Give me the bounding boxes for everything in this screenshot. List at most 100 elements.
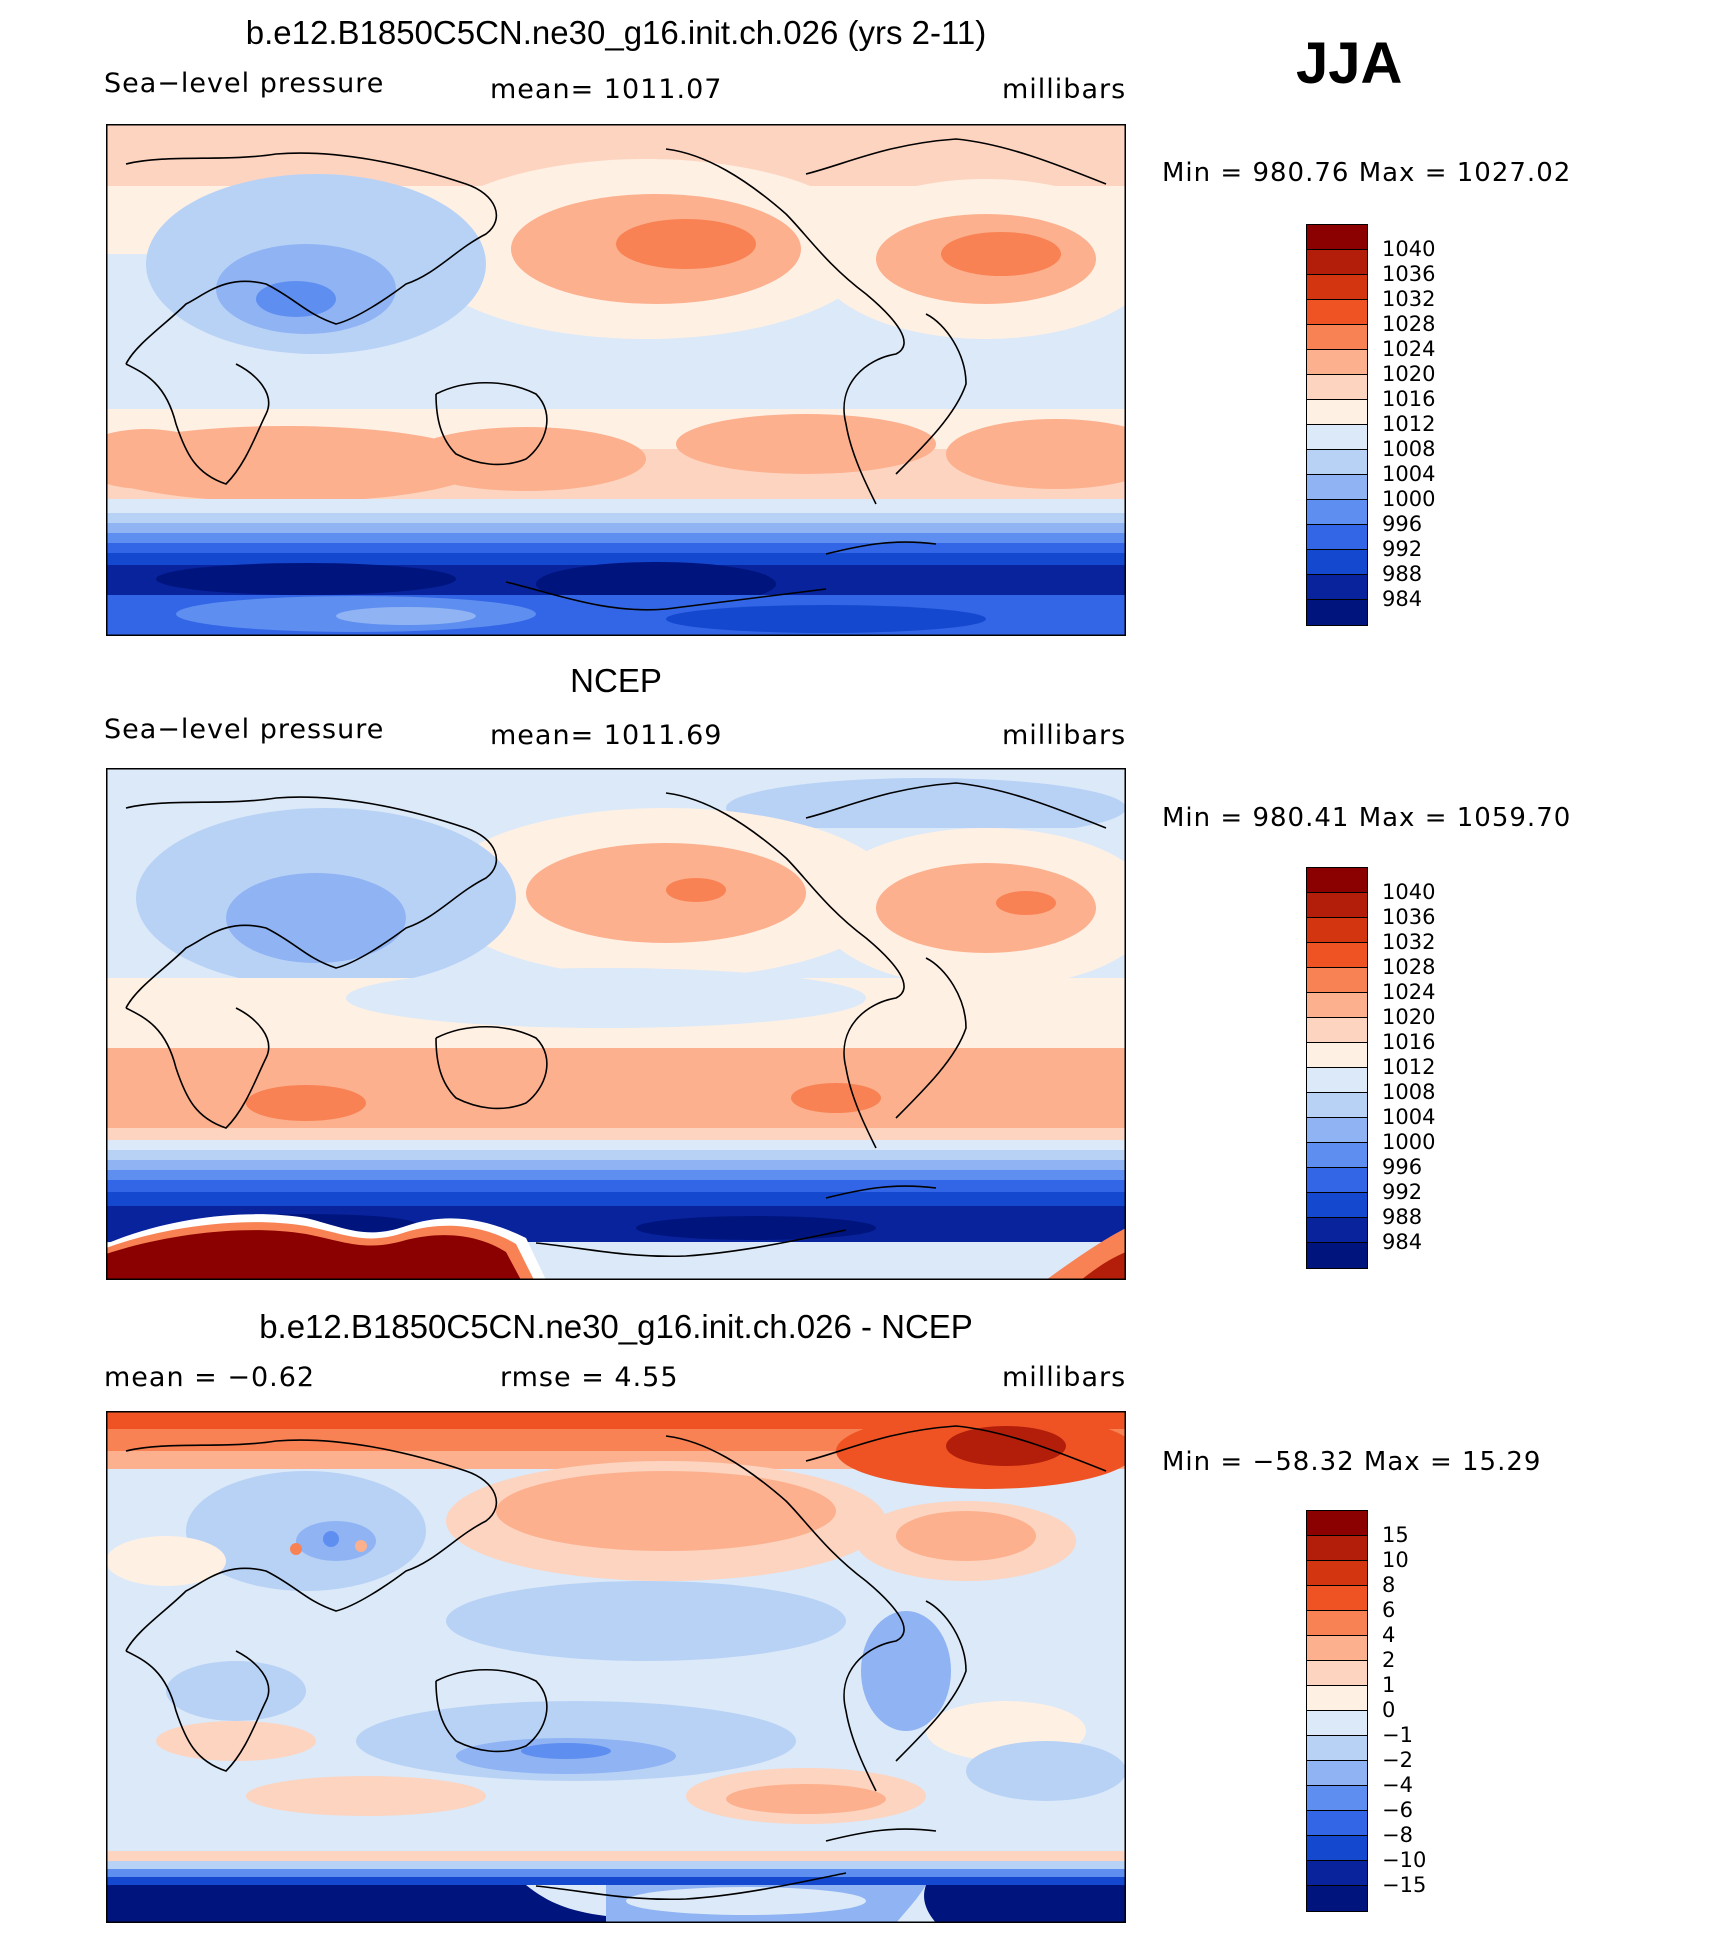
colorbar-tick-label: 4 (1382, 1623, 1396, 1647)
colorbar-tick-label: 996 (1382, 1155, 1423, 1179)
colorbar-tick-label: 15 (1382, 1523, 1409, 1547)
panel2-colorbar (1306, 867, 1368, 1269)
colorbar-box (1306, 1218, 1368, 1243)
colorbar-box (1306, 893, 1368, 918)
colorbar-tick-label: 1 (1382, 1673, 1396, 1697)
colorbar-tick-label: −6 (1382, 1798, 1413, 1822)
colorbar-tick-label: 1040 (1382, 237, 1436, 261)
colorbar-box (1306, 1661, 1368, 1686)
colorbar-box (1306, 1811, 1368, 1836)
colorbar-tick-label: 992 (1382, 537, 1423, 561)
colorbar-box (1306, 1043, 1368, 1068)
colorbar-box (1306, 400, 1368, 425)
panel2-map (106, 768, 1126, 1280)
colorbar-tick-label: 1032 (1382, 287, 1436, 311)
colorbar-box (1306, 993, 1368, 1018)
colorbar-box (1306, 1636, 1368, 1661)
colorbar-box (1306, 1536, 1368, 1561)
colorbar-box (1306, 1093, 1368, 1118)
colorbar-box (1306, 450, 1368, 475)
colorbar-tick-label: 0 (1382, 1698, 1396, 1722)
colorbar-box (1306, 1761, 1368, 1786)
colorbar-box (1306, 968, 1368, 993)
colorbar-tick-label: 1004 (1382, 462, 1436, 486)
colorbar-box (1306, 1243, 1368, 1269)
colorbar-tick-label: 1016 (1382, 387, 1436, 411)
colorbar-box (1306, 1510, 1368, 1536)
colorbar-box (1306, 1143, 1368, 1168)
colorbar-tick-label: −4 (1382, 1773, 1413, 1797)
colorbar-tick-label: 1016 (1382, 1030, 1436, 1054)
colorbar-tick-label: 1028 (1382, 955, 1436, 979)
colorbar-box (1306, 1886, 1368, 1912)
panel2-right-label: millibars (1002, 720, 1127, 751)
colorbar-tick-label: 988 (1382, 1205, 1423, 1229)
colorbar-box (1306, 867, 1368, 893)
colorbar-box (1306, 425, 1368, 450)
colorbar-box (1306, 1018, 1368, 1043)
colorbar-box (1306, 1193, 1368, 1218)
panel1-colorbar-labels: 1040 1036 1032 1028 1024 1020 1016 1012 … (1382, 237, 1435, 612)
panel1-colorbar (1306, 224, 1368, 626)
panel1-map (106, 124, 1126, 636)
colorbar-tick-label: 1012 (1382, 1055, 1436, 1079)
colorbar-box (1306, 525, 1368, 550)
colorbar-box (1306, 550, 1368, 575)
colorbar-box (1306, 275, 1368, 300)
colorbar-tick-label: 6 (1382, 1598, 1396, 1622)
colorbar-tick-label: −1 (1382, 1723, 1413, 1747)
panel3-center-label: rmse = 4.55 (500, 1362, 679, 1393)
panel1-minmax: Min = 980.76 Max = 1027.02 (1162, 158, 1572, 188)
panel3-colorbar-labels: 15 10 8 6 4 2 1 0 −1 −2 −4 −6 −8 −10 −15 (1382, 1523, 1426, 1898)
colorbar-box (1306, 475, 1368, 500)
panel2-colorbar-labels: 1040 1036 1032 1028 1024 1020 1016 1012 … (1382, 880, 1435, 1255)
colorbar-box (1306, 1736, 1368, 1761)
colorbar-tick-label: 1020 (1382, 1005, 1436, 1029)
colorbar-box (1306, 918, 1368, 943)
colorbar-box (1306, 500, 1368, 525)
colorbar-box (1306, 600, 1368, 626)
colorbar-tick-label: −10 (1382, 1848, 1427, 1872)
colorbar-tick-label: 1004 (1382, 1105, 1436, 1129)
panel3-title: b.e12.B1850C5CN.ne30_g16.init.ch.026 - N… (259, 1308, 973, 1345)
colorbar-tick-label: 1008 (1382, 1080, 1436, 1104)
panel2-left-label: Sea−level pressure (104, 714, 385, 745)
colorbar-tick-label: 1036 (1382, 905, 1436, 929)
panel1-center-label: mean= 1011.07 (490, 74, 723, 105)
colorbar-box (1306, 375, 1368, 400)
colorbar-tick-label: 1024 (1382, 337, 1436, 361)
colorbar-tick-label: 1036 (1382, 262, 1436, 286)
colorbar-tick-label: 2 (1382, 1648, 1396, 1672)
colorbar-box (1306, 1168, 1368, 1193)
colorbar-box (1306, 1786, 1368, 1811)
panel3-right-label: millibars (1002, 1362, 1127, 1393)
colorbar-box (1306, 1561, 1368, 1586)
colorbar-tick-label: 1012 (1382, 412, 1436, 436)
colorbar-box (1306, 1686, 1368, 1711)
colorbar-box (1306, 1611, 1368, 1636)
colorbar-tick-label: 8 (1382, 1573, 1396, 1597)
panel1-left-label: Sea−level pressure (104, 68, 385, 99)
colorbar-tick-label: 996 (1382, 512, 1423, 536)
colorbar-tick-label: −15 (1382, 1873, 1427, 1897)
colorbar-box (1306, 1068, 1368, 1093)
colorbar-tick-label: 1020 (1382, 362, 1436, 386)
colorbar-box (1306, 224, 1368, 250)
colorbar-tick-label: 1000 (1382, 1130, 1436, 1154)
colorbar-tick-label: 988 (1382, 562, 1423, 586)
colorbar-box (1306, 1836, 1368, 1861)
panel3-map (106, 1411, 1126, 1923)
colorbar-tick-label: 1024 (1382, 980, 1436, 1004)
colorbar-tick-label: 984 (1382, 587, 1423, 611)
colorbar-tick-label: 1028 (1382, 312, 1436, 336)
panel3-left-label: mean = −0.62 (104, 1362, 316, 1393)
panel1-title: b.e12.B1850C5CN.ne30_g16.init.ch.026 (yr… (245, 14, 987, 51)
panel3-colorbar (1306, 1510, 1368, 1912)
colorbar-tick-label: −8 (1382, 1823, 1413, 1847)
colorbar-tick-label: 1040 (1382, 880, 1436, 904)
colorbar-box (1306, 1711, 1368, 1736)
season-label: JJA (1296, 31, 1403, 96)
colorbar-tick-label: 1032 (1382, 930, 1436, 954)
colorbar-box (1306, 300, 1368, 325)
colorbar-box (1306, 1586, 1368, 1611)
